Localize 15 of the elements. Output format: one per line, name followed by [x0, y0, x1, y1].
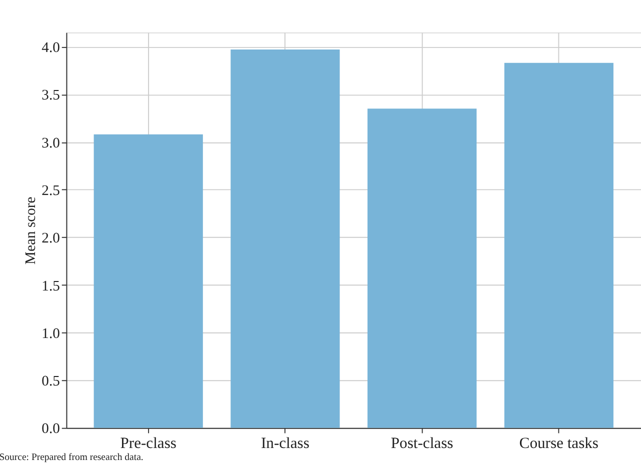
- y-tick-label: 2.5: [42, 182, 60, 199]
- x-tick-label: Post-class: [390, 434, 454, 452]
- y-tick-label: 0.0: [42, 421, 60, 438]
- y-tick-label: 1.5: [42, 278, 60, 294]
- y-tick-label: 1.0: [42, 326, 60, 342]
- x-tick-label: Pre-class: [120, 434, 176, 452]
- y-tick-label: 0.5: [42, 374, 60, 390]
- y-tick-label: 3.0: [42, 135, 60, 152]
- y-axis-title: Mean score: [22, 196, 39, 264]
- x-tick-label: In-class: [260, 434, 310, 452]
- y-tick-label: 3.5: [42, 88, 60, 104]
- y-tick-label: 4.0: [42, 40, 60, 56]
- x-tick-label: Course tasks: [519, 434, 598, 452]
- y-tick-label: 2.0: [42, 230, 60, 247]
- source-note: Source: Prepared from research data.: [0, 452, 144, 464]
